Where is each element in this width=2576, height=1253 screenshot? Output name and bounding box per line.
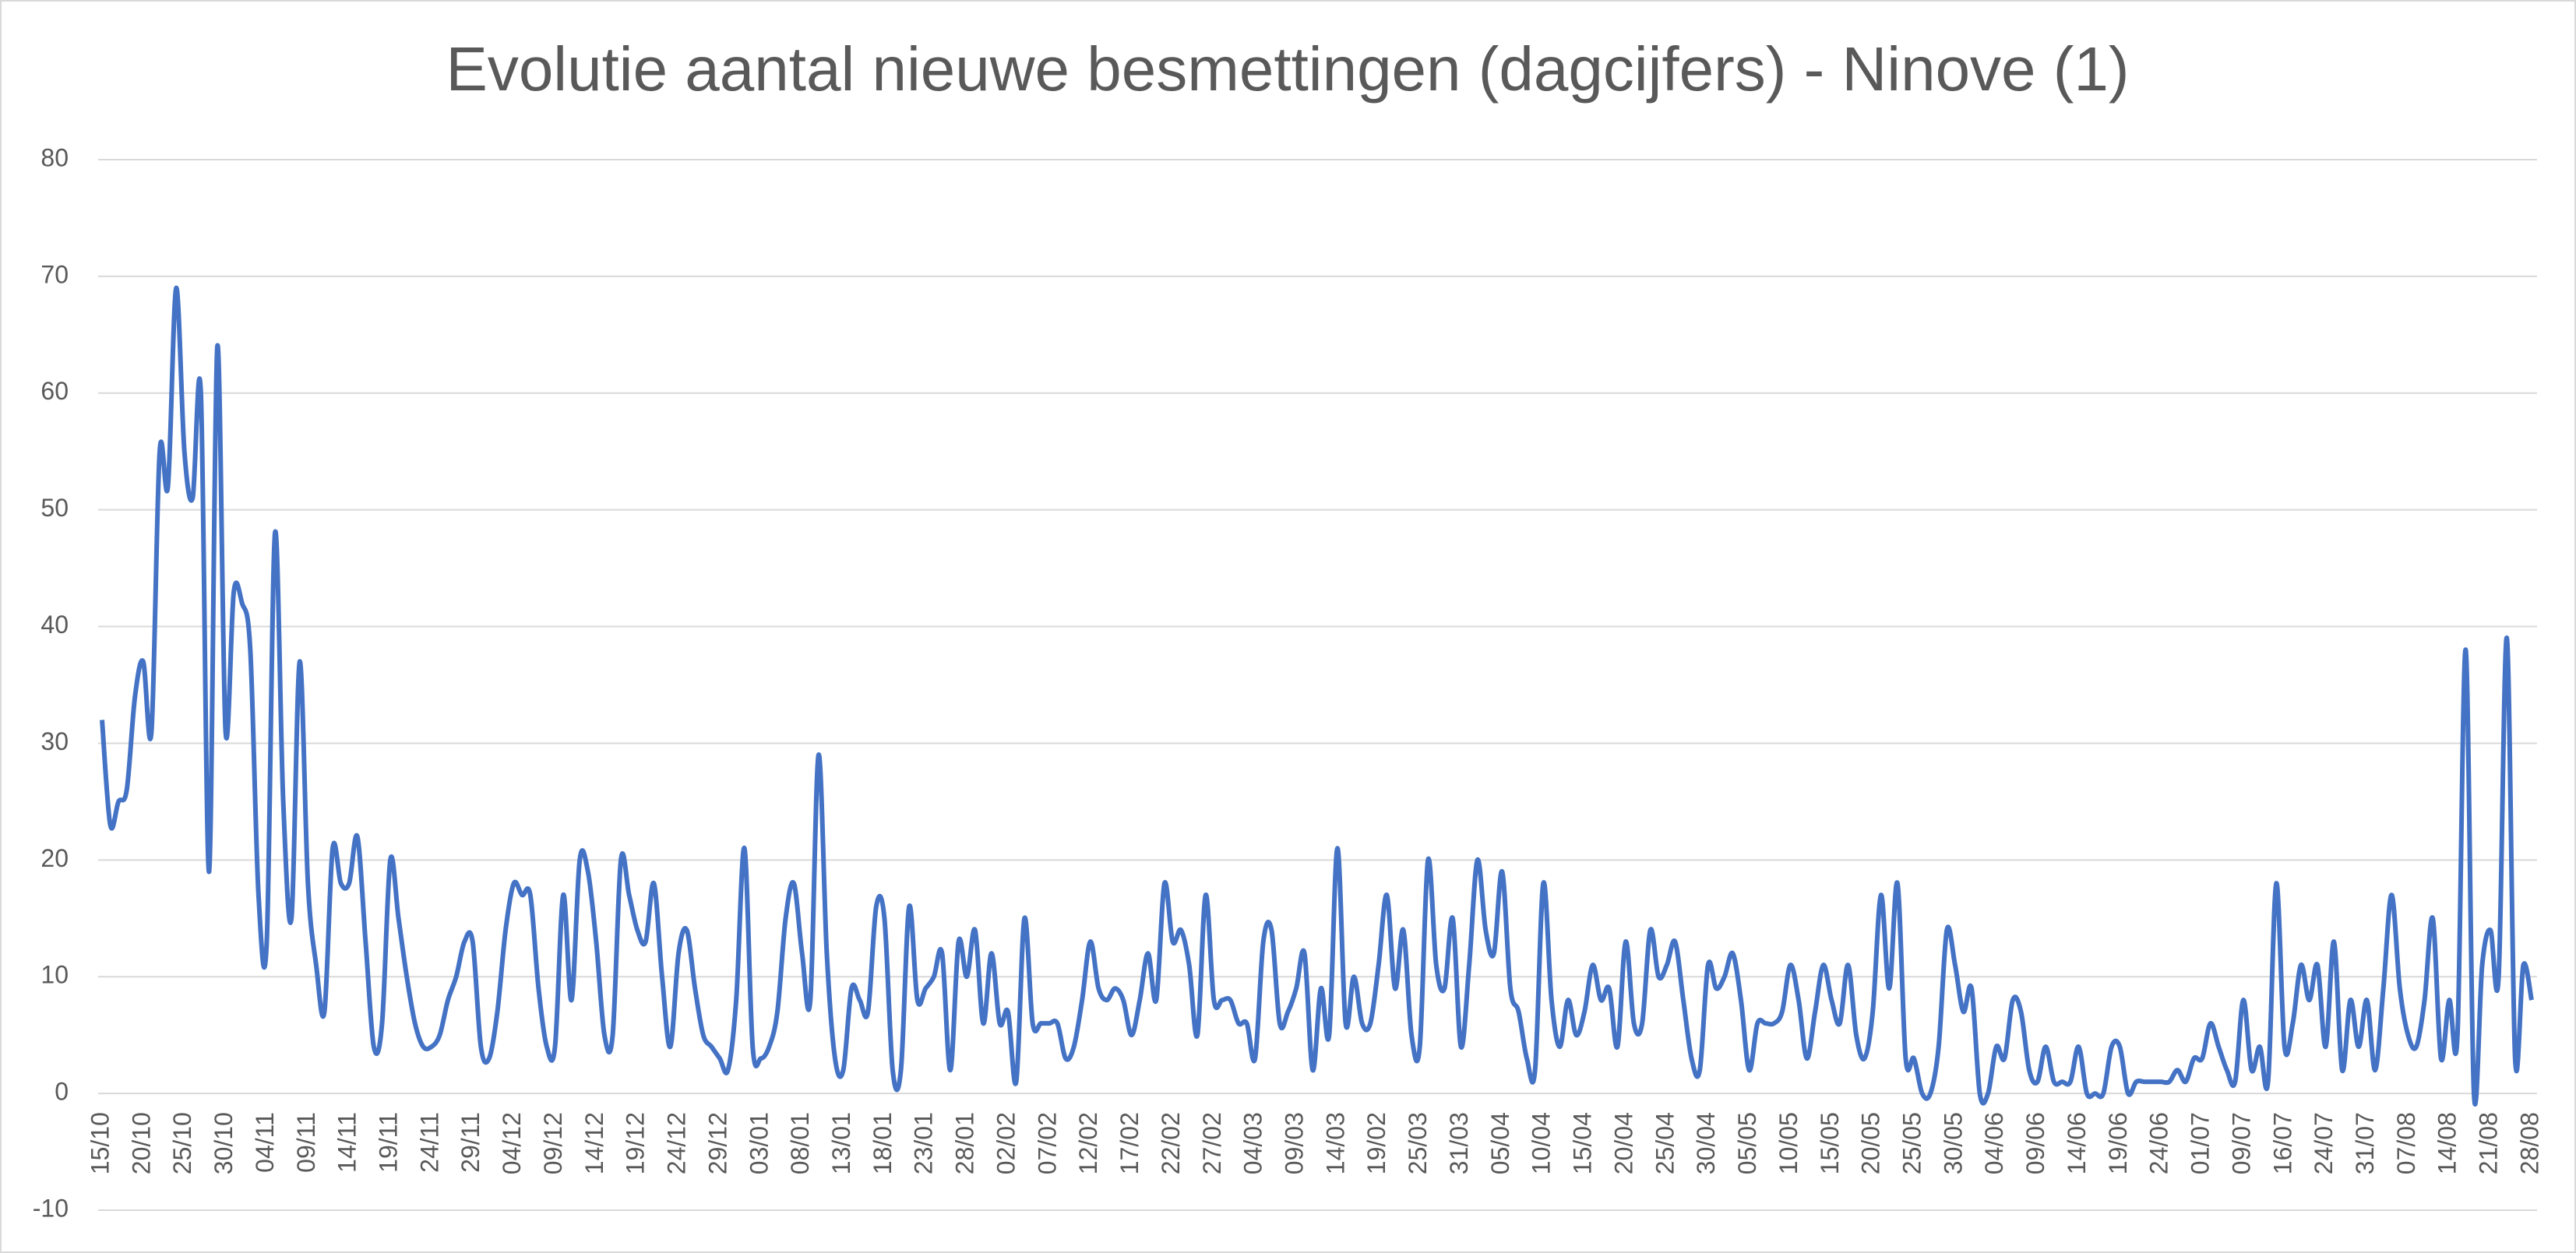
x-tick-label: 09/06 (2021, 1112, 2049, 1174)
x-tick-label: 19/06 (2104, 1112, 2132, 1174)
x-tick-label: 05/04 (1486, 1112, 1514, 1174)
y-tick-label: 40 (41, 611, 69, 639)
x-tick-label: 23/01 (910, 1112, 938, 1174)
x-tick-label: 15/10 (86, 1112, 114, 1174)
x-tick-label: 18/01 (869, 1112, 897, 1174)
x-tick-label: 09/03 (1281, 1112, 1309, 1174)
x-tick-label: 25/04 (1651, 1112, 1679, 1174)
x-tick-label: 19/12 (622, 1112, 650, 1174)
y-tick-label: 70 (41, 260, 69, 288)
x-tick-label: 13/01 (827, 1112, 855, 1174)
x-tick-label: 08/01 (786, 1112, 814, 1174)
x-tick-label: 22/02 (1157, 1112, 1185, 1174)
x-tick-label: 25/10 (168, 1112, 196, 1174)
x-tick-label: 24/06 (2145, 1112, 2173, 1174)
x-tick-label: 20/04 (1609, 1112, 1637, 1174)
x-tick-label: 20/10 (127, 1112, 155, 1174)
x-tick-label: 31/03 (1445, 1112, 1473, 1174)
y-tick-label: 50 (41, 494, 69, 522)
x-tick-label: 04/11 (251, 1112, 279, 1173)
chart-title: Evolutie aantal nieuwe besmettingen (dag… (446, 34, 2129, 104)
x-tick-label: 17/02 (1115, 1112, 1144, 1174)
x-tick-label: 31/07 (2351, 1112, 2379, 1174)
x-tick-label: 28/08 (2515, 1112, 2543, 1174)
y-tick-label: 60 (41, 377, 69, 405)
y-tick-label: 0 (55, 1078, 69, 1106)
x-tick-label: 28/01 (951, 1112, 979, 1174)
x-tick-label: 10/04 (1528, 1112, 1556, 1174)
x-tick-label: 14/12 (580, 1112, 608, 1174)
x-tick-label: 14/03 (1321, 1112, 1349, 1174)
x-tick-label: 07/02 (1033, 1112, 1061, 1174)
x-tick-label: 04/03 (1239, 1112, 1267, 1174)
x-tick-label: 30/04 (1692, 1112, 1720, 1174)
x-tick-label: 04/12 (498, 1112, 526, 1174)
x-tick-label: 30/10 (210, 1112, 238, 1174)
x-tick-label: 25/03 (1404, 1112, 1432, 1174)
x-tick-label: 02/02 (992, 1112, 1020, 1174)
x-tick-label: 15/05 (1816, 1112, 1844, 1174)
x-tick-label: 09/07 (2227, 1112, 2255, 1174)
x-tick-label: 10/05 (1774, 1112, 1802, 1174)
x-tick-label: 24/11 (415, 1112, 443, 1173)
x-tick-label: 09/11 (292, 1112, 320, 1173)
y-tick-label: 20 (41, 844, 69, 872)
y-tick-label: -10 (33, 1194, 69, 1222)
x-tick-label: 04/06 (1980, 1112, 2008, 1174)
x-tick-label: 20/05 (1857, 1112, 1885, 1174)
x-tick-label: 15/04 (1569, 1112, 1597, 1174)
x-tick-label: 14/06 (2063, 1112, 2091, 1174)
x-tick-label: 14/08 (2433, 1112, 2461, 1174)
x-tick-label: 21/08 (2475, 1112, 2503, 1174)
x-tick-label: 14/11 (333, 1112, 361, 1173)
x-tick-label: 24/12 (663, 1112, 691, 1174)
x-tick-label: 25/05 (1898, 1112, 1926, 1174)
y-tick-label: 10 (41, 961, 69, 989)
x-tick-label: 16/07 (2268, 1112, 2296, 1174)
x-tick-label: 12/02 (1074, 1112, 1102, 1174)
x-tick-label: 27/02 (1198, 1112, 1226, 1174)
x-tick-label: 05/05 (1733, 1112, 1761, 1174)
x-tick-label: 24/07 (2310, 1112, 2338, 1174)
x-tick-label: 09/12 (539, 1112, 567, 1174)
x-tick-label: 01/07 (2187, 1112, 2215, 1174)
y-tick-label: 80 (41, 143, 69, 171)
x-tick-label: 19/11 (375, 1112, 403, 1173)
x-tick-label: 30/05 (1939, 1112, 1967, 1174)
x-tick-label: 29/12 (703, 1112, 731, 1174)
x-tick-label: 19/02 (1362, 1112, 1390, 1174)
x-tick-label: 03/01 (745, 1112, 773, 1174)
data-line (100, 285, 2534, 1107)
y-tick-label: 30 (41, 727, 69, 755)
x-tick-label: 07/08 (2392, 1112, 2420, 1174)
x-tick-label: 29/11 (456, 1112, 485, 1173)
